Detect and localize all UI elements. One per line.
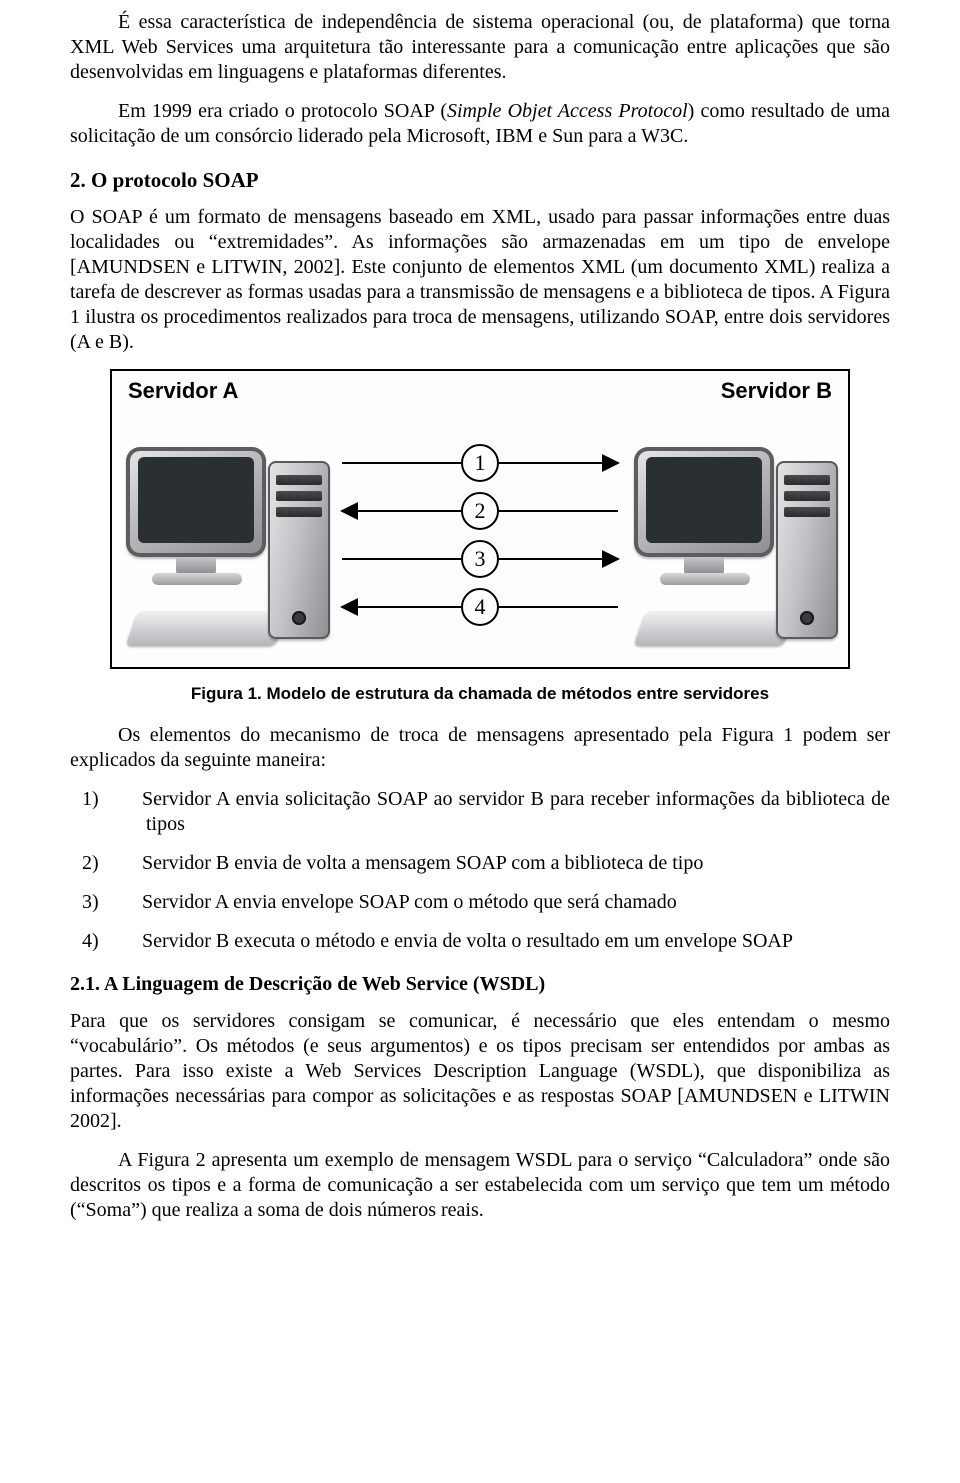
list-marker: 1) (114, 787, 142, 812)
figure-1: Servidor A Servidor B 1 2 (110, 369, 850, 669)
server-b-computer-icon (634, 419, 834, 649)
list-item: 4)Servidor B executa o método e envia de… (114, 929, 890, 954)
steps-list: 1)Servidor A envia solicitação SOAP ao s… (70, 787, 890, 954)
figure-1-caption: Figura 1. Modelo de estrutura da chamada… (70, 683, 890, 704)
arrow-1-number: 1 (461, 444, 499, 482)
list-item: 2)Servidor B envia de volta a mensagem S… (114, 851, 890, 876)
paragraph-2: Em 1999 era criado o protocolo SOAP (Sim… (70, 99, 890, 149)
p2-pre: Em 1999 era criado o protocolo SOAP ( (118, 100, 447, 122)
paragraph-5: Para que os servidores consigam se comun… (70, 1009, 890, 1134)
p2-italic: Simple Objet Access Protocol (447, 100, 688, 122)
list-text: Servidor B envia de volta a mensagem SOA… (142, 852, 703, 874)
arrow-4-number: 4 (461, 588, 499, 626)
paragraph-6: A Figura 2 apresenta um exemplo de mensa… (70, 1148, 890, 1223)
paragraph-4: Os elementos do mecanismo de troca de me… (70, 723, 890, 773)
list-marker: 3) (114, 890, 142, 915)
arrow-3-number: 3 (461, 540, 499, 578)
arrow-2: 2 (342, 489, 618, 533)
arrow-1: 1 (342, 441, 618, 485)
arrow-4: 4 (342, 585, 618, 629)
list-marker: 2) (114, 851, 142, 876)
figure-1-arrows: 1 2 3 4 (342, 441, 618, 641)
paragraph-1: É essa característica de independência d… (70, 10, 890, 85)
arrow-2-number: 2 (461, 492, 499, 530)
section-2-1-title: 2.1. A Linguagem de Descrição de Web Ser… (70, 972, 890, 997)
paragraph-3: O SOAP é um formato de mensagens baseado… (70, 205, 890, 355)
server-b-label: Servidor B (721, 377, 832, 405)
list-text: Servidor B executa o método e envia de v… (142, 930, 793, 952)
figure-1-box: Servidor A Servidor B 1 2 (110, 369, 850, 669)
section-2-title: 2. O protocolo SOAP (70, 167, 890, 193)
list-text: Servidor A envia solicitação SOAP ao ser… (142, 788, 890, 835)
list-text: Servidor A envia envelope SOAP com o mét… (142, 891, 677, 913)
server-a-label: Servidor A (128, 377, 238, 405)
list-marker: 4) (114, 929, 142, 954)
arrow-3: 3 (342, 537, 618, 581)
list-item: 3)Servidor A envia envelope SOAP com o m… (114, 890, 890, 915)
server-a-computer-icon (126, 419, 326, 649)
list-item: 1)Servidor A envia solicitação SOAP ao s… (114, 787, 890, 837)
